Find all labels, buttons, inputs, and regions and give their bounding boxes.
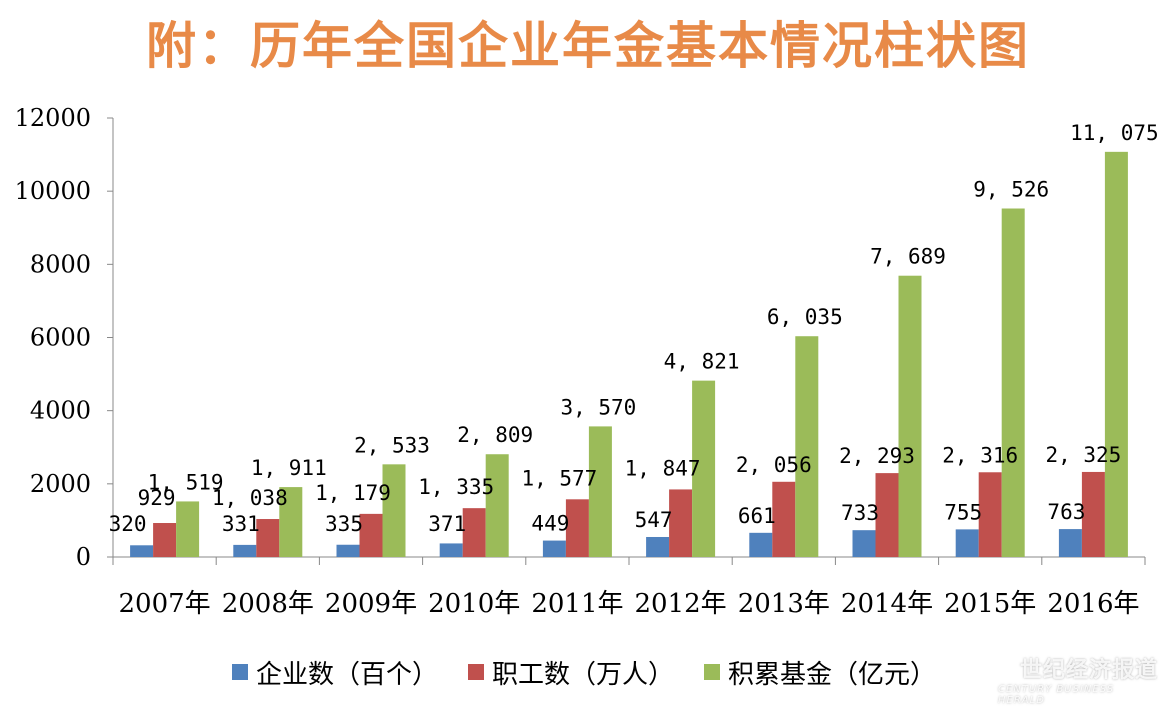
bar xyxy=(1104,151,1128,557)
bar xyxy=(565,499,589,557)
bar xyxy=(852,530,876,557)
bar xyxy=(279,487,303,557)
bar xyxy=(692,380,716,557)
bar xyxy=(749,532,773,557)
data-label: 1, 038 xyxy=(212,486,288,510)
data-label: 1, 179 xyxy=(315,481,391,505)
bar xyxy=(875,473,899,557)
y-tick-label: 12000 xyxy=(15,104,91,132)
bar xyxy=(439,543,463,557)
bar xyxy=(978,472,1002,557)
bar xyxy=(1081,471,1105,557)
data-label: 3, 570 xyxy=(560,395,636,419)
x-tick-label: 2014年 xyxy=(841,589,933,619)
legend-label: 企业数（百个） xyxy=(256,659,439,690)
bar xyxy=(646,536,670,557)
data-label: 1, 519 xyxy=(148,470,224,494)
bar xyxy=(588,426,612,557)
y-tick-label: 8000 xyxy=(30,250,91,278)
data-label: 1, 911 xyxy=(251,456,327,480)
data-label: 1, 847 xyxy=(625,456,701,480)
y-tick-label: 6000 xyxy=(30,324,91,352)
bar xyxy=(233,544,257,557)
bar xyxy=(176,501,200,557)
bar xyxy=(772,481,796,557)
data-label: 2, 325 xyxy=(1045,443,1121,467)
watermark-main-text: 世纪经济报道 xyxy=(1019,658,1158,683)
bar xyxy=(336,544,360,557)
x-tick-label: 2009年 xyxy=(325,589,417,619)
y-tick-label: 4000 xyxy=(30,397,91,425)
data-label: 449 xyxy=(531,512,569,536)
y-tick-label: 0 xyxy=(76,543,91,571)
data-label: 661 xyxy=(738,504,776,528)
watermark-logo: 世纪经济报道 CENTURY BUSINESS HERALD xyxy=(998,652,1158,706)
data-label: 1, 335 xyxy=(418,475,494,499)
legend-swatch xyxy=(704,664,721,680)
bar xyxy=(130,545,154,557)
data-label: 929 xyxy=(138,486,176,510)
bar xyxy=(153,523,177,557)
bar xyxy=(462,508,486,557)
chart-legend: 企业数（百个） 职工数（万人） 积累基金（亿元） xyxy=(232,652,966,692)
bar xyxy=(1001,208,1025,557)
data-label: 320 xyxy=(109,512,147,536)
legend-swatch xyxy=(232,664,248,680)
x-tick-label: 2013年 xyxy=(738,589,830,619)
x-tick-label: 2008年 xyxy=(222,589,314,619)
legend-label: 积累基金（亿元） xyxy=(728,659,937,690)
x-tick-label: 2012年 xyxy=(635,589,727,619)
bar xyxy=(669,489,693,557)
data-label: 7, 689 xyxy=(870,245,946,269)
data-label: 763 xyxy=(1047,500,1085,524)
legend-label: 职工数（万人） xyxy=(492,659,675,690)
bar xyxy=(1058,529,1082,557)
x-tick-label: 2010年 xyxy=(428,589,520,619)
x-tick-label: 2016年 xyxy=(1047,589,1139,619)
data-label: 331 xyxy=(222,512,260,536)
bar xyxy=(485,454,509,557)
data-label: 733 xyxy=(841,501,879,525)
data-label: 1, 577 xyxy=(521,466,597,490)
x-tick-label: 2015年 xyxy=(944,589,1036,619)
bar xyxy=(898,275,922,557)
bar xyxy=(382,464,406,557)
data-label: 2, 316 xyxy=(942,443,1018,467)
legend-item: 积累基金（亿元） xyxy=(704,654,936,691)
bar xyxy=(359,513,383,557)
bar xyxy=(795,336,819,557)
data-label: 9, 526 xyxy=(973,178,1049,202)
data-label: 335 xyxy=(325,512,363,536)
x-tick-label: 2007年 xyxy=(119,589,211,619)
data-label: 2, 533 xyxy=(354,433,430,457)
data-label: 2, 056 xyxy=(736,453,812,477)
data-label: 4, 821 xyxy=(664,350,740,374)
bar xyxy=(955,529,979,557)
y-tick-label: 10000 xyxy=(15,177,91,205)
bar xyxy=(256,519,280,557)
legend-item: 职工数（万人） xyxy=(468,654,674,691)
bar-chart: 0 2000 4000 6000 8000 10000 12000 2007年 2008年 200… xyxy=(15,104,1159,619)
data-label: 755 xyxy=(944,500,982,524)
legend-swatch xyxy=(468,664,485,680)
data-label: 547 xyxy=(635,508,673,532)
bar xyxy=(542,540,566,557)
data-label: 371 xyxy=(428,512,466,536)
data-label: 2, 293 xyxy=(839,444,915,468)
data-label: 6, 035 xyxy=(767,305,843,329)
legend-item: 企业数（百个） xyxy=(232,654,438,691)
chart-title: 附：历年全国企业年金基本情况柱状图 xyxy=(146,17,1030,75)
data-label: 2, 809 xyxy=(457,423,533,447)
x-tick-label: 2011年 xyxy=(531,589,623,619)
y-tick-label: 2000 xyxy=(30,470,91,498)
watermark-sub-text: CENTURY BUSINESS HERALD xyxy=(998,684,1115,706)
data-label: 11, 075 xyxy=(1070,121,1159,145)
